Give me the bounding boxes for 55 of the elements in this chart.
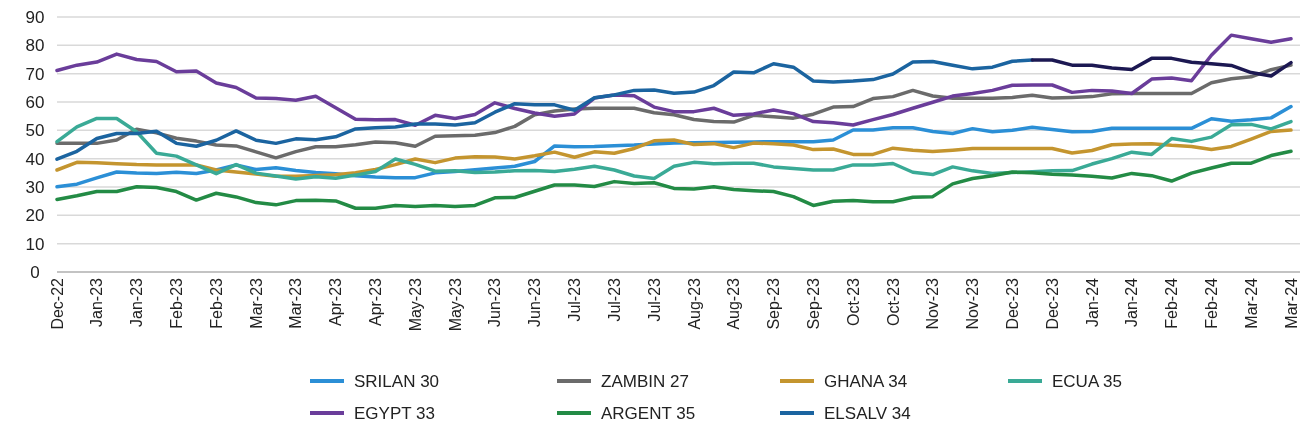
x-tick-label: Feb-23 bbox=[168, 277, 186, 329]
y-tick-label: 40 bbox=[25, 149, 45, 169]
y-tick-label: 10 bbox=[25, 234, 45, 254]
x-tick-label: Jun-23 bbox=[526, 277, 544, 327]
x-tick-label: Sep-23 bbox=[765, 277, 783, 330]
x-tick-label: Dec-22 bbox=[48, 277, 66, 330]
x-tick-label: Oct-23 bbox=[884, 277, 902, 327]
x-tick-label: May-23 bbox=[446, 277, 464, 332]
y-tick-label: 0 bbox=[30, 262, 40, 282]
x-tick-label: Aug-23 bbox=[725, 277, 743, 330]
x-tick-label: Jan-24 bbox=[1083, 277, 1101, 327]
y-tick-label: 90 bbox=[25, 7, 45, 27]
x-tick-label: Apr-23 bbox=[367, 277, 385, 327]
legend-label: SRILAN 30 bbox=[354, 371, 440, 391]
legend-label: ELSALV 34 bbox=[824, 403, 911, 423]
x-tick-label: Feb-23 bbox=[207, 277, 225, 329]
legend-label: ARGENT 35 bbox=[601, 403, 696, 423]
x-tick-label: Oct-23 bbox=[844, 277, 862, 327]
line-series bbox=[1030, 56, 1293, 78]
line-series bbox=[55, 149, 1293, 210]
y-tick-label: 50 bbox=[25, 121, 45, 141]
y-tick-label: 70 bbox=[25, 64, 45, 84]
x-tick-label: Feb-24 bbox=[1202, 277, 1220, 329]
legend-label: EGYPT 33 bbox=[354, 403, 435, 423]
x-tick-label: Nov-23 bbox=[964, 277, 982, 330]
x-tick-label: Mar-24 bbox=[1242, 277, 1260, 329]
y-tick-label: 30 bbox=[25, 177, 45, 197]
line-series bbox=[55, 58, 1035, 161]
x-tick-label: Jul-23 bbox=[605, 277, 623, 322]
y-tick-label: 20 bbox=[25, 206, 45, 226]
line-series bbox=[55, 116, 1293, 181]
legend-label: GHANA 34 bbox=[824, 371, 908, 391]
legend-label: ZAMBIN 27 bbox=[601, 371, 689, 391]
line-series bbox=[55, 33, 1293, 127]
y-tick-label: 80 bbox=[25, 36, 45, 56]
x-tick-label: Jan-23 bbox=[128, 277, 146, 327]
x-tick-label: May-23 bbox=[406, 277, 424, 332]
x-tick-label: Mar-23 bbox=[287, 277, 305, 329]
line-series bbox=[55, 128, 1293, 178]
x-tick-label: Mar-23 bbox=[247, 277, 265, 329]
x-tick-label: Jul-23 bbox=[566, 277, 584, 322]
x-tick-label: Jul-23 bbox=[645, 277, 663, 322]
x-tick-label: Dec-23 bbox=[1003, 277, 1021, 330]
x-tick-label: Apr-23 bbox=[327, 277, 345, 327]
x-tick-label: Nov-23 bbox=[924, 277, 942, 330]
x-tick-label: Mar-24 bbox=[1282, 277, 1300, 329]
x-tick-label: Feb-24 bbox=[1163, 277, 1181, 329]
x-tick-label: Jan-24 bbox=[1123, 277, 1141, 327]
x-tick-label: Dec-23 bbox=[1043, 277, 1061, 330]
legend-label: ECUA 35 bbox=[1052, 371, 1122, 391]
x-tick-label: Aug-23 bbox=[685, 277, 703, 330]
x-tick-label: Jun-23 bbox=[486, 277, 504, 327]
y-tick-label: 60 bbox=[25, 92, 45, 112]
x-tick-label: Sep-23 bbox=[804, 277, 822, 330]
x-tick-label: Jan-23 bbox=[88, 277, 106, 327]
